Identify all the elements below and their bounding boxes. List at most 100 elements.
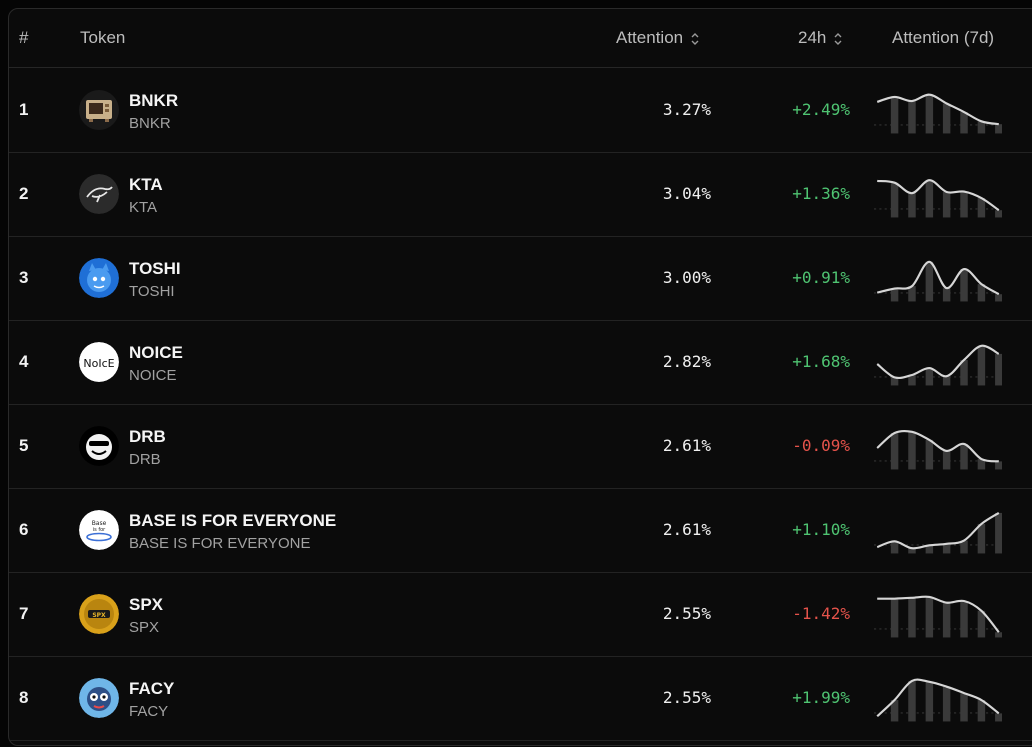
attention-bar bbox=[995, 124, 1002, 134]
attention-bar bbox=[908, 375, 916, 386]
attention-bar bbox=[925, 596, 934, 638]
attention-bar bbox=[890, 432, 899, 470]
attention-bar bbox=[960, 443, 968, 470]
token-avatar-icon bbox=[79, 426, 119, 466]
token-symbol: BNKR bbox=[129, 115, 171, 132]
attention-sort-header[interactable]: Attention bbox=[616, 9, 700, 67]
attention-trend-line bbox=[876, 512, 1000, 550]
attention-bar bbox=[977, 523, 986, 554]
token-table: # Token Attention 24h Attention (7d) 1 BN… bbox=[8, 8, 1032, 746]
rank-number: 8 bbox=[19, 688, 29, 707]
attention-bar bbox=[995, 353, 1002, 386]
attention-bar bbox=[942, 543, 951, 554]
table-row[interactable]: 5 DRB DRB 2.61% -0.09% bbox=[9, 404, 1032, 489]
table-row[interactable]: 3 TOSHI TOSHI 3.00% +0.91% bbox=[9, 236, 1032, 321]
attention-7d-sparkline bbox=[874, 179, 1002, 218]
attention-bar bbox=[890, 96, 899, 134]
attention-bar bbox=[890, 377, 899, 386]
rank-header: # bbox=[19, 28, 29, 47]
attention-7d-sparkline bbox=[874, 429, 1002, 470]
table-row[interactable]: 7 SPX SPX SPX 2.55% -1.42% bbox=[9, 572, 1032, 657]
token-name[interactable]: DRB bbox=[129, 427, 166, 446]
attention-header-label: Attention bbox=[616, 28, 684, 47]
table-row[interactable]: 6 Base is for BASE IS FOR EVERYONE BASE IS F… bbox=[9, 488, 1032, 573]
attention-bar bbox=[942, 686, 951, 722]
token-symbol: BASE IS FOR EVERYONE bbox=[129, 535, 311, 552]
rank-number: 7 bbox=[19, 604, 29, 623]
attention-trend-line bbox=[877, 179, 1000, 212]
attention-value: 2.82% bbox=[662, 352, 711, 371]
token-name[interactable]: BASE IS FOR EVERYONE bbox=[129, 511, 337, 530]
attention-bar bbox=[977, 610, 986, 638]
token-name[interactable]: NOICE bbox=[129, 343, 183, 362]
rank-number: 2 bbox=[19, 184, 29, 203]
attention-bar bbox=[995, 512, 1002, 554]
attention-bar bbox=[925, 545, 934, 554]
table-row[interactable]: 8 FACY FACY 2.55% +1.99% bbox=[9, 656, 1032, 741]
attention-bar bbox=[908, 193, 916, 218]
attention-bar bbox=[960, 600, 968, 638]
attention-7d-sparkline bbox=[874, 93, 1002, 134]
svg-text:SPX: SPX bbox=[92, 612, 106, 619]
attention-7d-sparkline bbox=[874, 678, 1002, 722]
table-row[interactable]: 1 BNKR BNKR 3.27% +2.49% bbox=[9, 68, 1032, 153]
token-avatar-icon bbox=[79, 258, 119, 298]
attention-value: 2.55% bbox=[662, 604, 711, 623]
rank-number: 6 bbox=[19, 520, 29, 539]
attention-bar bbox=[960, 540, 968, 554]
token-name[interactable]: KTA bbox=[129, 175, 163, 194]
attention-bar bbox=[960, 359, 968, 386]
token-name[interactable]: FACY bbox=[129, 679, 175, 698]
attention-value: 3.00% bbox=[662, 268, 711, 287]
token-header: Token bbox=[80, 28, 126, 47]
token-symbol: TOSHI bbox=[129, 283, 175, 300]
attention-bar bbox=[960, 191, 968, 218]
table-row[interactable]: 4 NoIcE NOICE NOICE 2.82% +1.68% bbox=[9, 320, 1032, 405]
attention-bar bbox=[977, 121, 986, 134]
token-name[interactable]: TOSHI bbox=[129, 259, 181, 278]
attention-bar bbox=[942, 103, 951, 134]
attention-bar bbox=[890, 541, 899, 554]
attention-7d-sparkline bbox=[874, 344, 1002, 386]
attention-trend-line bbox=[876, 93, 999, 126]
token-symbol: SPX bbox=[129, 619, 160, 636]
rank-number: 1 bbox=[19, 100, 29, 119]
token-avatar-icon: NoIcE bbox=[79, 342, 119, 382]
change-24h-value: +0.91% bbox=[792, 268, 850, 287]
token-symbol: FACY bbox=[129, 703, 169, 720]
attention-value: 2.61% bbox=[662, 520, 711, 539]
attention-bar bbox=[977, 284, 986, 302]
svg-text:is for: is for bbox=[93, 527, 106, 533]
attention-bar bbox=[890, 598, 899, 638]
attention-bar bbox=[995, 294, 1002, 302]
change-24h-value: +1.36% bbox=[792, 184, 850, 203]
rank-number: 3 bbox=[19, 268, 29, 287]
token-symbol: KTA bbox=[129, 199, 158, 216]
attention-bar bbox=[890, 288, 899, 302]
attention-bar bbox=[977, 700, 986, 722]
svg-text:Base: Base bbox=[92, 520, 107, 527]
attention-bar bbox=[977, 459, 986, 470]
change-24h-value: -0.09% bbox=[792, 436, 850, 455]
attention-bar bbox=[977, 345, 986, 386]
token-symbol: DRB bbox=[129, 451, 161, 468]
attention-bar bbox=[942, 288, 951, 302]
attention-bar bbox=[942, 450, 951, 470]
change-header-label: 24h bbox=[798, 28, 827, 47]
token-avatar-icon bbox=[79, 678, 119, 718]
token-name[interactable]: SPX bbox=[129, 595, 164, 614]
change-sort-header[interactable]: 24h bbox=[798, 9, 843, 67]
attention-bar bbox=[995, 632, 1002, 638]
attention-bar bbox=[908, 680, 916, 722]
attention-bar bbox=[925, 368, 934, 386]
sort-icon bbox=[691, 32, 699, 45]
change-24h-value: -1.42% bbox=[792, 604, 850, 623]
table-row[interactable]: 2 KTA KTA 3.04% +1.36% bbox=[9, 152, 1032, 237]
attention-bar bbox=[942, 376, 951, 386]
attention-bar bbox=[995, 210, 1002, 218]
change-24h-value: +1.99% bbox=[792, 688, 850, 707]
token-name[interactable]: BNKR bbox=[129, 91, 179, 110]
rank-number: 4 bbox=[19, 352, 29, 371]
attention-bar bbox=[890, 182, 899, 218]
